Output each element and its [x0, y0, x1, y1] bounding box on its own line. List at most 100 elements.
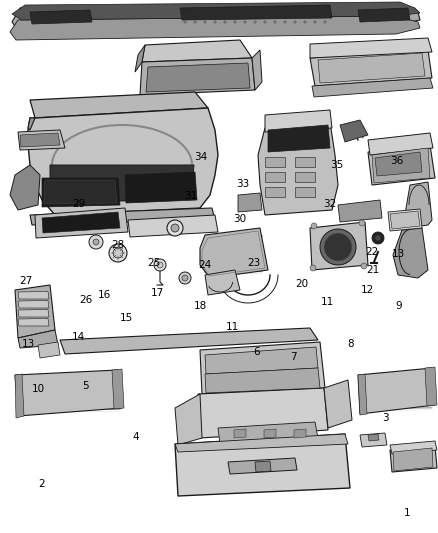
Text: 7: 7	[290, 352, 297, 362]
Text: 20: 20	[296, 279, 309, 289]
Circle shape	[320, 229, 356, 265]
Polygon shape	[12, 3, 420, 30]
Polygon shape	[30, 208, 215, 225]
Polygon shape	[255, 461, 271, 472]
Polygon shape	[15, 285, 55, 338]
Text: 32: 32	[323, 199, 336, 209]
Circle shape	[113, 248, 123, 258]
Circle shape	[154, 259, 166, 271]
Polygon shape	[388, 209, 422, 231]
Polygon shape	[10, 16, 420, 40]
Polygon shape	[295, 187, 315, 197]
Circle shape	[324, 21, 326, 23]
Text: 34: 34	[194, 152, 207, 161]
Polygon shape	[28, 108, 218, 215]
Polygon shape	[318, 53, 425, 83]
Text: 1: 1	[404, 508, 411, 518]
Polygon shape	[310, 222, 368, 270]
Polygon shape	[358, 374, 367, 415]
Circle shape	[324, 233, 352, 261]
Polygon shape	[218, 422, 318, 444]
Polygon shape	[368, 145, 435, 185]
Polygon shape	[20, 133, 60, 147]
Polygon shape	[358, 368, 435, 414]
Text: 15: 15	[120, 313, 133, 323]
Text: 18: 18	[194, 302, 207, 311]
Text: 33: 33	[237, 179, 250, 189]
Circle shape	[284, 21, 286, 23]
Circle shape	[214, 21, 216, 23]
Polygon shape	[295, 157, 315, 167]
Circle shape	[311, 223, 317, 229]
Polygon shape	[264, 429, 276, 438]
Text: 27: 27	[19, 277, 32, 286]
Polygon shape	[338, 200, 382, 222]
Text: 36: 36	[390, 157, 403, 166]
Polygon shape	[175, 434, 348, 452]
Circle shape	[372, 232, 384, 244]
Polygon shape	[368, 434, 379, 441]
Polygon shape	[18, 310, 49, 317]
Text: 14: 14	[71, 332, 85, 342]
Polygon shape	[393, 228, 428, 278]
Circle shape	[361, 263, 367, 269]
Text: 5: 5	[82, 382, 89, 391]
Polygon shape	[324, 380, 352, 428]
Text: 2: 2	[38, 479, 45, 489]
Polygon shape	[228, 458, 297, 474]
Polygon shape	[125, 172, 197, 203]
Text: 6: 6	[253, 347, 260, 357]
Polygon shape	[12, 2, 420, 20]
Circle shape	[171, 224, 179, 232]
Circle shape	[264, 21, 266, 23]
Text: 22: 22	[365, 247, 378, 256]
Polygon shape	[310, 38, 432, 58]
Text: 4: 4	[132, 432, 139, 442]
Polygon shape	[18, 301, 49, 308]
Polygon shape	[112, 369, 124, 409]
Circle shape	[167, 220, 183, 236]
Polygon shape	[180, 5, 332, 20]
Circle shape	[244, 21, 246, 23]
Polygon shape	[15, 374, 24, 418]
Polygon shape	[30, 92, 208, 118]
Polygon shape	[198, 388, 328, 438]
Polygon shape	[128, 215, 218, 237]
Polygon shape	[358, 8, 410, 22]
Circle shape	[294, 21, 296, 23]
Circle shape	[182, 275, 188, 281]
Polygon shape	[15, 370, 122, 416]
Polygon shape	[42, 178, 120, 207]
Polygon shape	[10, 165, 40, 210]
Text: 31: 31	[184, 191, 197, 200]
Text: 17: 17	[151, 288, 164, 298]
Text: 12: 12	[361, 286, 374, 295]
Text: 11: 11	[226, 322, 239, 332]
Polygon shape	[390, 441, 437, 454]
Text: 3: 3	[382, 414, 389, 423]
Circle shape	[304, 21, 306, 23]
Circle shape	[93, 239, 99, 245]
Circle shape	[375, 235, 381, 241]
Polygon shape	[175, 434, 350, 496]
Polygon shape	[18, 292, 49, 299]
Polygon shape	[310, 50, 432, 86]
Polygon shape	[50, 165, 194, 202]
Text: 26: 26	[79, 295, 92, 305]
Polygon shape	[268, 125, 330, 152]
Polygon shape	[44, 180, 117, 204]
Circle shape	[254, 21, 256, 23]
Polygon shape	[258, 122, 338, 215]
Polygon shape	[205, 270, 240, 295]
Polygon shape	[372, 148, 430, 183]
Polygon shape	[175, 394, 202, 445]
Polygon shape	[140, 58, 255, 95]
Polygon shape	[146, 63, 250, 92]
Polygon shape	[18, 319, 49, 326]
Circle shape	[224, 21, 226, 23]
Text: 30: 30	[233, 214, 247, 223]
Text: 28: 28	[111, 240, 124, 250]
Text: 23: 23	[247, 259, 261, 268]
Circle shape	[204, 21, 206, 23]
Text: 24: 24	[198, 261, 212, 270]
